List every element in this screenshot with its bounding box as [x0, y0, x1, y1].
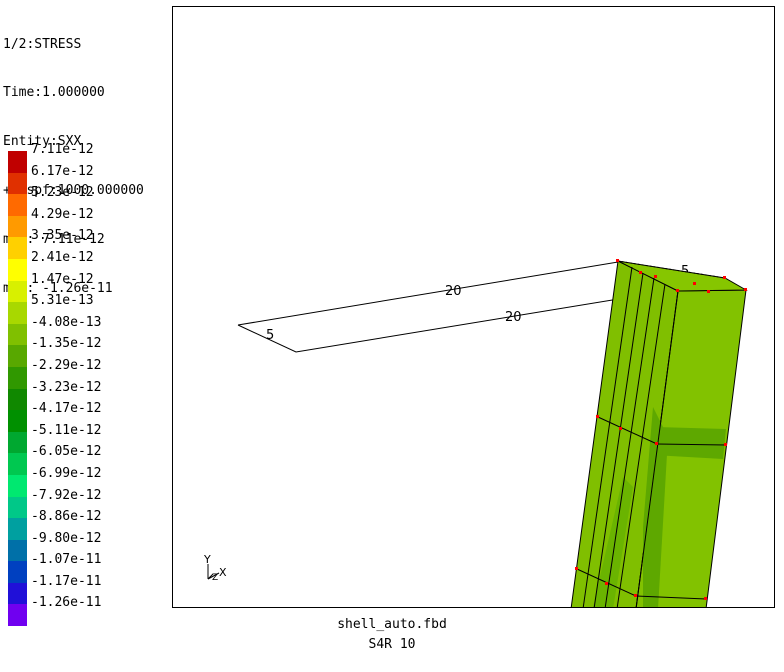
legend-label: -1.07e-11: [31, 552, 102, 568]
box-stress-gradient: [593, 477, 633, 607]
legend-swatch: [8, 431, 27, 454]
legend-swatch: [8, 410, 27, 432]
legend-swatch: [8, 496, 27, 519]
legend-label: -6.99e-12: [31, 465, 102, 481]
node-markers: [575, 259, 747, 600]
legend-label: 5.31e-13: [31, 293, 94, 309]
legend-swatch: [8, 453, 27, 475]
legend-label: -1.35e-12: [31, 336, 102, 352]
legend-label: -4.08e-13: [31, 314, 102, 330]
legend-label: -7.92e-12: [31, 487, 102, 503]
frame-label-short-left: 5: [266, 328, 274, 343]
legend-label: -1.26e-11: [31, 595, 102, 611]
legend-label: -5.11e-12: [31, 422, 102, 438]
legend-swatch: [8, 539, 27, 562]
legend-swatch: [8, 172, 27, 195]
legend-swatch: [8, 280, 27, 303]
frame-label-long-bottom: 20: [505, 310, 522, 325]
element-info: S4R 10: [368, 637, 416, 652]
box-stress-band-side: [643, 407, 668, 607]
frame-bottom-edge: [237, 289, 674, 353]
legend-swatch: [8, 518, 27, 540]
legend-label: -4.17e-12: [31, 401, 102, 417]
legend-label: -8.86e-12: [31, 509, 102, 525]
legend-swatch: [8, 582, 27, 605]
legend-swatch: [8, 302, 27, 324]
legend-swatch: [8, 237, 27, 259]
legend-swatch: [8, 345, 27, 367]
legend-swatch: [8, 561, 27, 583]
axis-label-x: X: [219, 566, 227, 579]
legend-label: 7.11e-12: [31, 142, 94, 157]
axis-label-z: Z: [212, 573, 218, 583]
info-time: Time:1.000000: [3, 85, 105, 101]
axis-label-y: Y: [203, 553, 211, 566]
deformed-box: [570, 260, 748, 607]
legend-label: 5.23e-12: [31, 185, 94, 201]
legend-label: -2.29e-12: [31, 357, 102, 373]
legend-label: -3.23e-12: [31, 379, 102, 395]
legend-label: 2.41e-12: [31, 249, 94, 265]
legend-label: 6.17e-12: [31, 163, 94, 179]
box-stress-band: [653, 427, 726, 459]
legend-label: 4.29e-12: [31, 206, 94, 222]
info-entity: Entity:SXX: [3, 134, 82, 150]
legend-swatch: [8, 388, 27, 411]
legend-label: 3.35e-12: [31, 228, 94, 244]
legend-label: -9.80e-12: [31, 530, 102, 546]
legend-label: -6.05e-12: [31, 444, 102, 460]
legend-label: -1.17e-11: [31, 573, 102, 589]
legend-swatch: [8, 323, 27, 346]
legend-swatch: [8, 366, 27, 389]
info-dataset: 1/2:STRESS: [3, 36, 82, 52]
axis-triad-icon: [207, 564, 220, 580]
legend-swatch: [8, 474, 27, 497]
model-drawing: 20 20 5 5: [203, 259, 748, 607]
legend-swatch: [8, 604, 27, 627]
legend-swatch: [8, 151, 27, 173]
legend-swatch: [8, 194, 27, 216]
legend-swatch: [8, 215, 27, 238]
legend-label: 1.47e-12: [31, 271, 94, 287]
model-filename: shell_auto.fbd: [337, 617, 447, 632]
3d-viewport[interactable]: 20 20 5 5: [172, 6, 775, 608]
legend-swatch: [8, 258, 27, 281]
frame-label-long-top: 20: [445, 284, 462, 299]
info-displacement-factor: +Dispf:1000.000000: [3, 183, 144, 199]
